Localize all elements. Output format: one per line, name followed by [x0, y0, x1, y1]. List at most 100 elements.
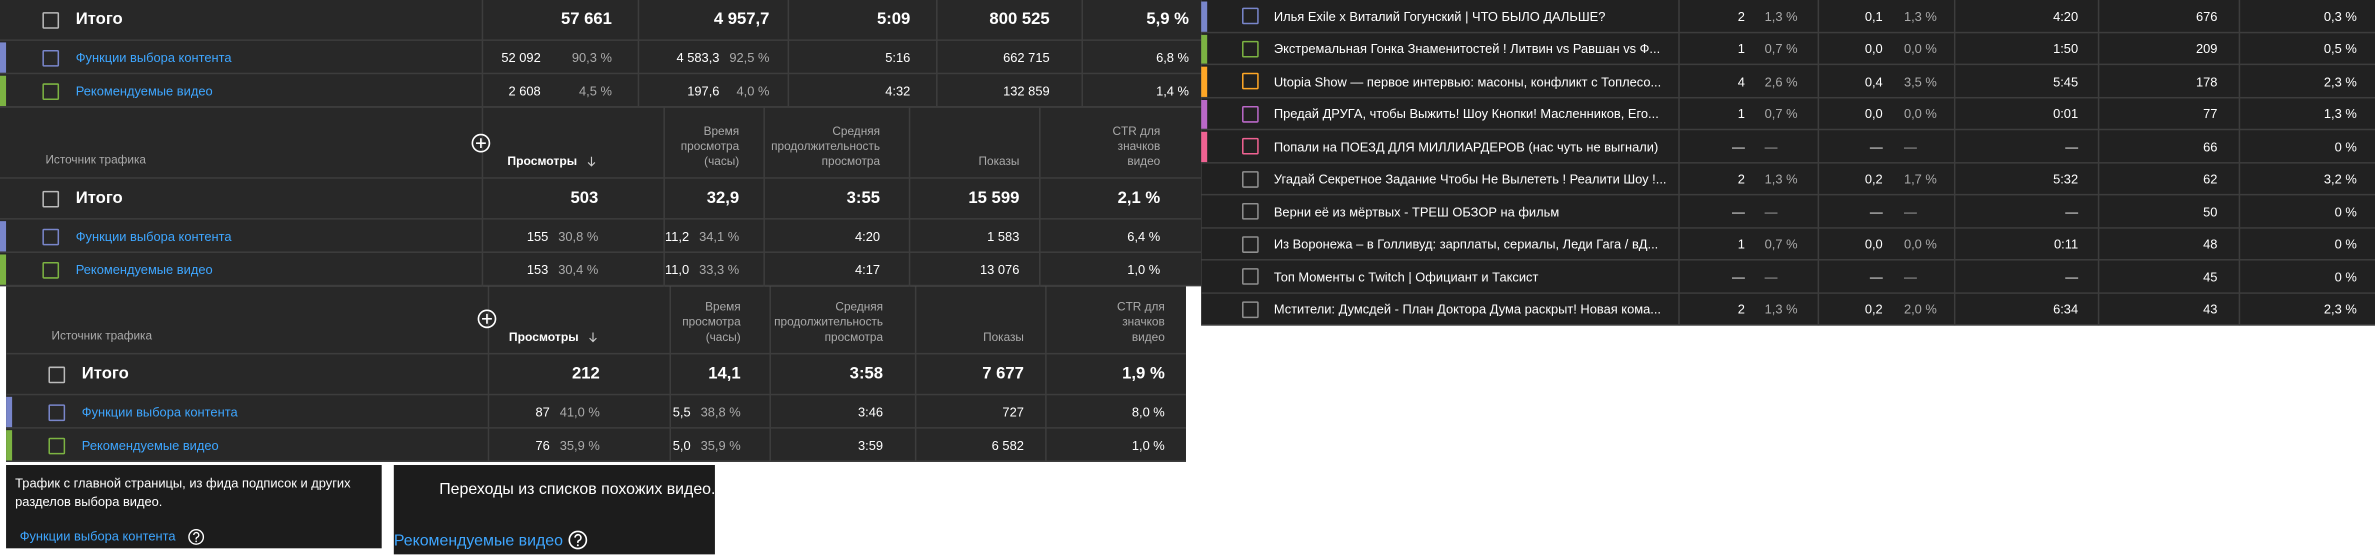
cell-value: 153: [526, 262, 549, 278]
color-stripe: [6, 396, 13, 428]
video-views-share: 0,7 %: [1764, 40, 1798, 57]
video-ctr: 0,3 %: [2323, 8, 2357, 24]
checkbox[interactable]: [1242, 137, 1259, 155]
video-watch-share: 2,0 %: [1903, 301, 1937, 317]
video-watch: —: [1869, 138, 1883, 154]
cell-value: 4:17: [854, 262, 881, 278]
video-avg: —: [2065, 268, 2079, 285]
cell-value: 13 076: [979, 262, 1020, 278]
source-link[interactable]: Рекомендуемые видео: [75, 83, 213, 99]
video-watch: 0,0: [1864, 106, 1883, 122]
total-row: Итого 212 14,1 3:58 7 677 1,9 %: [6, 354, 1186, 396]
video-views-share: 1,3 %: [1764, 171, 1798, 187]
cell-value: 8,0 %: [1131, 404, 1165, 420]
cell-share: 41,0 %: [559, 404, 600, 420]
checkbox[interactable]: [48, 436, 66, 454]
video-title[interactable]: Из Воронежа – в Голливуд: зарплаты, сери…: [1273, 236, 1659, 252]
total-value: 1,9 %: [1122, 365, 1165, 384]
video-title[interactable]: Экстремальная Гонка Знаменитостей ! Литв…: [1273, 40, 1661, 57]
column-divider: [914, 286, 917, 462]
video-avg: 4:20: [2053, 8, 2079, 24]
checkbox[interactable]: [1242, 235, 1259, 253]
column-divider: [487, 286, 490, 462]
color-stripe: [1201, 1, 1208, 32]
column-divider: [769, 286, 771, 462]
checkbox[interactable]: [1242, 202, 1259, 220]
video-avg: 0:01: [2053, 106, 2079, 122]
checkbox[interactable]: [48, 403, 66, 421]
total-label: Итого: [81, 365, 129, 384]
cell-value: 155: [526, 228, 549, 244]
cell-value: 197,6: [687, 83, 720, 99]
color-stripe: [1201, 34, 1208, 64]
video-watch: 0,0: [1864, 40, 1883, 57]
video-avg: 5:45: [2053, 73, 2079, 89]
column-divider: [1953, 0, 1956, 326]
video-title[interactable]: Угадай Секретное Задание Чтобы Не Вылете…: [1273, 171, 1667, 187]
video-title[interactable]: Верни её из мёртвых - ТРЕШ ОБЗОР на филь…: [1273, 203, 1560, 219]
cell-share: 34,1 %: [699, 228, 740, 244]
column-divider: [637, 0, 640, 108]
video-views-share: 1,3 %: [1764, 301, 1798, 317]
video-title[interactable]: Предай ДРУГА, чтобы Выжить! Шоу Кнопки! …: [1273, 106, 1659, 122]
source-link[interactable]: Рекомендуемые видео: [81, 437, 219, 453]
checkbox[interactable]: [1242, 268, 1259, 285]
video-title[interactable]: Utopia Show — первое интервью: масоны, к…: [1273, 73, 1662, 89]
total-value: 7 677: [982, 365, 1024, 384]
video-views-share: 0,7 %: [1764, 236, 1798, 252]
total-value: 3:55: [846, 189, 881, 208]
header-row: Источник трафика Просмотры Время просмотра…: [0, 108, 1202, 179]
cell-share: 92,5 %: [729, 49, 770, 66]
source-row: Функции выбора контента 52 092 90,3 % 4 583…: [0, 41, 1202, 75]
column-divider: [787, 0, 790, 108]
video-row: Топ Моменты с Twitch | Официант и Таксис…: [1201, 261, 2375, 294]
video-impressions: 62: [2203, 171, 2218, 187]
cell-share: 4,5 %: [578, 83, 612, 99]
source-link[interactable]: Функции выбора контента: [75, 228, 232, 244]
header-cell: Средняя продолжительность просмотра: [771, 124, 881, 169]
checkbox[interactable]: [42, 227, 60, 245]
header-row: Источник трафика Просмотры Время просмотра…: [6, 286, 1186, 355]
header-source: Источник трафика: [45, 152, 146, 167]
total-value: 32,9: [706, 189, 740, 208]
video-views-share: —: [1764, 138, 1778, 154]
cell-value: 6 582: [991, 437, 1024, 453]
video-avg: 6:34: [2053, 301, 2079, 317]
checkbox[interactable]: [42, 49, 60, 66]
tooltip-link[interactable]: Рекомендуемые видео: [393, 531, 563, 550]
video-ctr: 0 %: [2334, 236, 2357, 252]
video-watch-share: 1,7 %: [1903, 171, 1937, 187]
color-stripe: [0, 42, 7, 73]
checkbox[interactable]: [1242, 170, 1259, 188]
video-title[interactable]: Мстители: Думсдей - План Доктора Дума ра…: [1273, 301, 1661, 317]
header-views[interactable]: Просмотры: [508, 330, 579, 344]
source-row: Рекомендуемые видео 153 30,4 % 11,0 33,3 % 4:…: [0, 253, 1202, 287]
video-avg: 5:32: [2053, 171, 2079, 187]
color-stripe: [1201, 66, 1208, 97]
checkbox: [42, 190, 60, 208]
video-avg: 1:50: [2053, 40, 2079, 57]
cell-value: 5,0: [672, 437, 691, 453]
video-title[interactable]: Попали на ПОЕЗД ДЛЯ МИЛЛИАРДЕРОВ (нас чу…: [1273, 138, 1659, 154]
checkbox[interactable]: [1242, 40, 1259, 57]
video-row: Utopia Show — первое интервью: масоны, к…: [1201, 65, 2375, 98]
video-title[interactable]: Топ Моменты с Twitch | Официант и Таксис…: [1273, 268, 1539, 285]
checkbox[interactable]: [42, 261, 60, 278]
source-link[interactable]: Функции выбора контента: [75, 49, 232, 66]
header-views[interactable]: Просмотры: [507, 154, 578, 169]
video-watch-share: —: [1903, 203, 1917, 219]
source-link[interactable]: Функции выбора контента: [81, 404, 238, 420]
video-watch-share: 0,0 %: [1903, 106, 1937, 122]
checkbox[interactable]: [1242, 72, 1259, 90]
checkbox: [42, 12, 60, 29]
video-impressions: 77: [2203, 106, 2218, 122]
checkbox[interactable]: [1242, 105, 1259, 122]
video-impressions: 66: [2203, 138, 2218, 154]
video-title[interactable]: Илья Exile x Виталий Гогунский | ЧТО БЫЛ…: [1273, 8, 1606, 24]
source-link[interactable]: Рекомендуемые видео: [75, 262, 213, 278]
total-row: Итого 57 661 4 957,7 5:09 800 525 5,9 %: [0, 0, 1202, 41]
checkbox[interactable]: [1242, 300, 1259, 318]
checkbox[interactable]: [1242, 7, 1259, 25]
checkbox[interactable]: [42, 82, 60, 100]
tooltip-link[interactable]: Функции выбора контента: [19, 528, 176, 544]
